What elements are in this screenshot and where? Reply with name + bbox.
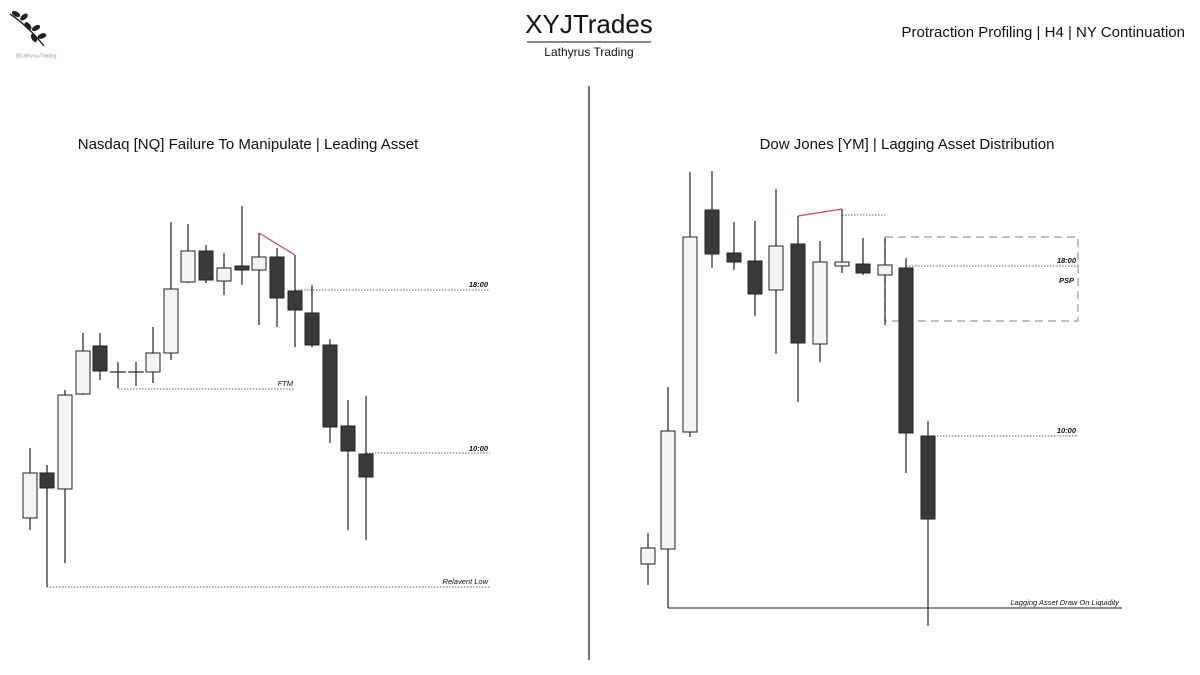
level-label: 18:00 (469, 280, 489, 289)
candle-body (269, 256, 285, 299)
candle-body (22, 472, 38, 519)
candle-body (75, 350, 91, 395)
candle-body (640, 547, 656, 565)
candle-body (790, 243, 806, 344)
annotations-left (47, 232, 490, 588)
candles (22, 171, 936, 626)
candle-body (304, 312, 320, 346)
level-label: PSP (1059, 276, 1075, 285)
candle-body (287, 290, 303, 311)
level-label: 10:00 (1057, 426, 1077, 435)
candle-body (834, 261, 850, 267)
candle-body (855, 263, 871, 274)
candle-body (726, 252, 742, 263)
candle-body (198, 250, 214, 281)
candle-body (747, 260, 763, 295)
header-title: XYJTrades (525, 9, 653, 39)
level-label: 18:00 (1057, 256, 1077, 265)
level-label: FTM (278, 379, 294, 388)
candle-body (234, 265, 250, 271)
header-subtitle: Lathyrus Trading (544, 45, 633, 59)
candle-body (39, 472, 55, 489)
candle-body (145, 352, 161, 373)
candle-body (163, 288, 179, 354)
candle-body (682, 236, 698, 433)
panel-title: Nasdaq [NQ] Failure To Manipulate | Lead… (78, 136, 419, 153)
candle-body (251, 256, 267, 271)
candle-body (322, 344, 338, 428)
level-label: 10:00 (469, 444, 489, 453)
header-tagline: Protraction Profiling | H4 | NY Continua… (902, 24, 1186, 41)
candle-body (57, 394, 73, 490)
candle-body (216, 267, 232, 282)
candle-body (180, 250, 196, 283)
candle-body (768, 245, 784, 291)
panel-title: Dow Jones [YM] | Lagging Asset Distribut… (760, 136, 1055, 153)
annotations-right (668, 208, 1122, 609)
candle-body (877, 264, 893, 276)
level-label: Relavent Low (443, 577, 489, 586)
candle-body (358, 453, 374, 478)
level-label: Lagging Asset Draw On Liquidity (1010, 598, 1120, 607)
logo (9, 10, 47, 47)
candle-body (92, 345, 108, 372)
watermark: @LathyrusTrading (15, 53, 56, 59)
candle-body (812, 261, 828, 345)
candle-body (660, 430, 676, 550)
candle-body (920, 435, 936, 520)
candle-body (898, 267, 914, 434)
candle-body (704, 209, 720, 255)
candle-body (340, 425, 356, 452)
